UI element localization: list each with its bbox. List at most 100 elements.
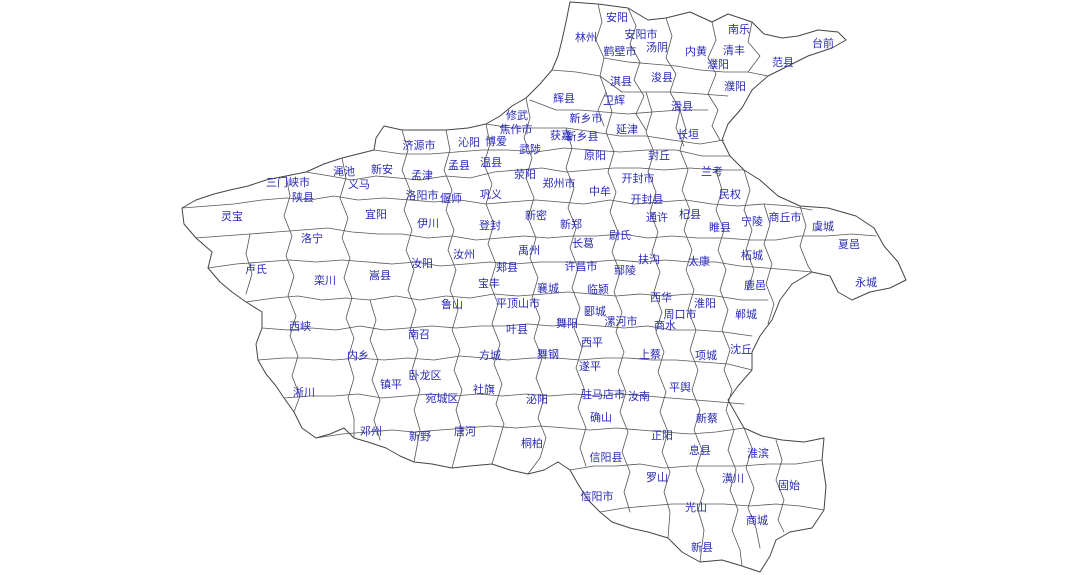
county-label: 陕县 — [292, 190, 314, 204]
county-label: 登封 — [479, 218, 501, 232]
county-label: 泌阳 — [526, 393, 548, 406]
county-label: 洛宁 — [301, 231, 323, 245]
county-label: 兰考 — [701, 165, 723, 178]
county-label: 宛城区 — [426, 391, 459, 405]
county-label: 信阳县 — [590, 451, 623, 464]
county-label: 漯河市 — [605, 314, 638, 328]
county-label: 项城 — [695, 349, 717, 362]
county-label: 固始 — [778, 478, 800, 492]
county-boundaries — [181, 3, 877, 567]
county-label: 新安 — [371, 162, 393, 176]
county-label: 舞钢 — [537, 348, 559, 361]
county-label: 孟县 — [448, 159, 470, 172]
county-label: 鄢陵 — [614, 264, 636, 277]
county-label: 孟津 — [411, 169, 433, 182]
county-label: 汝州 — [453, 247, 475, 261]
county-label: 南召 — [408, 328, 430, 341]
county-label: 襄城 — [537, 281, 559, 295]
county-label: 鹤壁市 — [604, 44, 637, 58]
county-label: 内乡 — [347, 348, 369, 362]
county-label: 太康 — [688, 254, 710, 268]
county-label: 商水 — [654, 318, 676, 332]
county-label: 鹿邑 — [744, 278, 766, 292]
county-label: 息县 — [689, 443, 711, 457]
county-label: 叶县 — [506, 323, 528, 336]
county-label: 通许 — [646, 211, 668, 224]
county-label: 郑州市 — [543, 176, 576, 190]
county-label: 潢川 — [722, 472, 744, 485]
county-label: 新蔡 — [696, 411, 718, 425]
county-label: 桐柏 — [521, 436, 543, 450]
county-label: 睢县 — [709, 221, 731, 234]
county-label: 滑县 — [671, 100, 693, 113]
county-label: 浚县 — [651, 70, 673, 84]
county-label: 西平 — [581, 336, 603, 349]
county-label: 新郑 — [560, 217, 582, 231]
county-label: 三门峡市 — [266, 175, 310, 189]
county-label: 范县 — [772, 55, 794, 69]
county-label: 濮阳 — [707, 57, 729, 71]
county-label: 长垣 — [677, 128, 699, 141]
county-label: 获嘉 — [550, 128, 572, 142]
county-label: 开封县 — [631, 192, 664, 206]
county-label: 洛阳市 — [406, 188, 439, 202]
county-label: 新野 — [409, 429, 431, 443]
county-label: 濮阳 — [724, 79, 746, 93]
county-label: 长葛 — [572, 237, 594, 250]
county-label: 淮阳 — [694, 297, 716, 310]
county-label: 安阳市 — [625, 27, 658, 41]
county-label: 平顶山市 — [496, 296, 540, 310]
county-label: 温县 — [480, 156, 502, 169]
county-label: 新乡县 — [566, 129, 599, 143]
county-label: 荥阳 — [514, 167, 536, 181]
county-label: 扶沟 — [638, 252, 660, 266]
county-label: 宁陵 — [741, 214, 763, 228]
county-label: 封丘 — [648, 148, 670, 162]
county-label: 南乐 — [728, 23, 750, 36]
county-label: 灵宝 — [221, 209, 243, 223]
county-label: 偃师 — [440, 191, 462, 205]
county-label: 新县 — [691, 540, 713, 554]
county-label: 辉县 — [553, 92, 575, 105]
county-label: 淇县 — [610, 75, 632, 88]
county-label: 新密 — [525, 208, 547, 222]
county-label: 郏县 — [496, 261, 518, 274]
county-label: 卧龙区 — [409, 369, 442, 382]
county-label: 栾川 — [314, 273, 336, 287]
county-label: 驻马店市 — [581, 387, 625, 401]
county-label: 邓州 — [360, 425, 382, 438]
county-label: 夏邑 — [838, 238, 860, 251]
county-label: 唐河 — [454, 424, 476, 438]
county-label: 清丰 — [723, 44, 745, 57]
county-label: 安阳 — [606, 10, 628, 24]
county-label: 伊川 — [417, 217, 439, 230]
county-label: 杞县 — [679, 207, 701, 221]
county-label: 柘城 — [741, 248, 763, 262]
county-label: 上蔡 — [639, 348, 661, 361]
county-label: 渑池 — [333, 165, 355, 178]
county-label: 西峡 — [289, 319, 311, 333]
county-label: 宜阳 — [365, 207, 387, 221]
county-label: 汤阴 — [646, 40, 668, 54]
county-label: 卢氏 — [245, 263, 267, 276]
county-label: 光山 — [685, 500, 707, 514]
county-label: 嵩县 — [369, 269, 391, 282]
county-label: 原阳 — [584, 149, 606, 162]
county-label: 汝南 — [628, 389, 650, 403]
county-label: 商城 — [746, 513, 768, 527]
county-label: 郸城 — [735, 308, 757, 321]
county-label: 延津 — [616, 123, 638, 136]
county-label: 郾城 — [584, 305, 606, 318]
county-label: 淅川 — [293, 385, 315, 399]
county-label: 汝阳 — [411, 256, 433, 270]
county-label: 许昌市 — [565, 259, 598, 273]
county-label: 新乡市 — [570, 111, 603, 125]
county-label: 正阳 — [651, 429, 673, 442]
province-outline — [181, 1, 907, 573]
county-label: 镇平 — [380, 377, 402, 391]
county-label: 遂平 — [579, 359, 601, 373]
county-label: 宝丰 — [478, 276, 500, 290]
county-label: 社旗 — [473, 382, 495, 396]
county-label: 西华 — [650, 290, 672, 304]
